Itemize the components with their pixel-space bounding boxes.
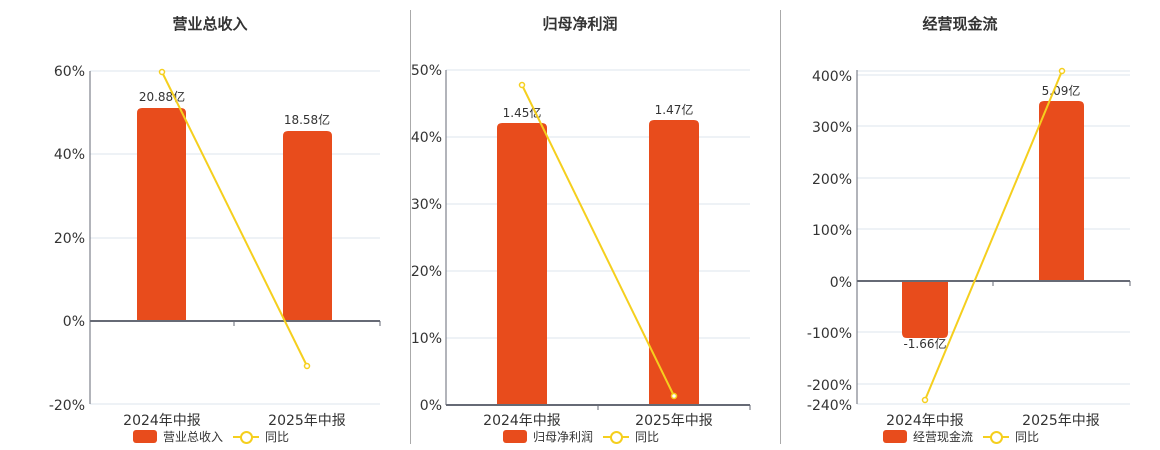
- category-label: 2024年中报: [886, 413, 964, 429]
- legend: 归母净利润 同比: [503, 428, 659, 445]
- chart-revenue: 营业总收入 60% 40% 20% 0% -20% 20.88亿 18.58亿: [0, 0, 400, 450]
- bar-label: 20.88亿: [139, 89, 185, 104]
- yoy-point[interactable]: [921, 396, 929, 404]
- svg-text:20%: 20%: [411, 264, 442, 280]
- legend: 营业总收入 同比: [133, 428, 289, 445]
- bar-2025[interactable]: [649, 120, 699, 405]
- svg-text:-200%: -200%: [807, 378, 852, 394]
- svg-text:40%: 40%: [54, 147, 85, 163]
- gridlines: [446, 69, 750, 339]
- svg-text:100%: 100%: [812, 223, 852, 239]
- svg-text:200%: 200%: [812, 172, 852, 188]
- chart-net-profit: 归母净利润 50% 40% 30% 20% 10% 0% 1.45亿 1.47亿…: [411, 15, 751, 445]
- legend-line-icon[interactable]: [233, 430, 260, 444]
- bar-2024[interactable]: [137, 108, 186, 321]
- chart-plot: 50% 40% 30% 20% 10% 0% 1.45亿 1.47亿 2024年…: [411, 63, 751, 429]
- svg-text:0%: 0%: [420, 398, 442, 414]
- svg-text:400%: 400%: [812, 69, 852, 85]
- category-label: 2025年中报: [635, 413, 713, 429]
- yoy-line: [924, 70, 1063, 401]
- chart-title: 归母净利润: [542, 15, 618, 33]
- svg-text:40%: 40%: [411, 130, 442, 146]
- svg-text:10%: 10%: [411, 331, 442, 347]
- legend-bar-label[interactable]: 经营现金流: [913, 430, 974, 444]
- yoy-point[interactable]: [158, 68, 166, 76]
- y-tick-labels: 60% 40% 20% 0% -20%: [49, 64, 85, 414]
- svg-text:60%: 60%: [54, 64, 85, 80]
- svg-text:-240%: -240%: [807, 398, 852, 414]
- svg-text:300%: 300%: [812, 120, 852, 136]
- bar-2024[interactable]: [902, 281, 948, 338]
- yoy-point[interactable]: [303, 362, 311, 370]
- chart-title: 经营现金流: [922, 15, 998, 33]
- legend-bar-swatch[interactable]: [503, 430, 527, 443]
- category-label: 2025年中报: [268, 413, 346, 429]
- svg-text:50%: 50%: [411, 63, 442, 79]
- svg-text:30%: 30%: [411, 197, 442, 213]
- legend-bar-label[interactable]: 归母净利润: [533, 430, 594, 444]
- gridlines: [857, 70, 1130, 405]
- bar-label: 5.09亿: [1042, 83, 1081, 98]
- divider: [780, 10, 781, 444]
- legend-line-icon[interactable]: [603, 430, 630, 444]
- legend-line-label[interactable]: 同比: [635, 430, 660, 444]
- legend-bar-swatch[interactable]: [133, 430, 157, 443]
- y-tick-labels: 50% 40% 30% 20% 10% 0%: [411, 63, 442, 414]
- svg-text:20%: 20%: [54, 231, 85, 247]
- yoy-point[interactable]: [1058, 67, 1066, 75]
- chart-title: 营业总收入: [172, 15, 248, 33]
- legend-line-label[interactable]: 同比: [1015, 430, 1040, 444]
- yoy-point[interactable]: [670, 392, 678, 400]
- category-label: 2024年中报: [483, 413, 561, 429]
- divider: [410, 10, 411, 444]
- legend-bar-swatch[interactable]: [883, 430, 907, 443]
- svg-text:0%: 0%: [63, 314, 85, 330]
- legend-line-label[interactable]: 同比: [265, 430, 290, 444]
- bar-label: -1.66亿: [903, 336, 946, 351]
- category-label: 2025年中报: [1022, 413, 1100, 429]
- svg-text:-100%: -100%: [807, 326, 852, 342]
- chart-plot: 60% 40% 20% 0% -20% 20.88亿 18.58亿 2024年中…: [49, 64, 381, 429]
- yoy-point[interactable]: [518, 81, 526, 89]
- category-label: 2024年中报: [123, 413, 201, 429]
- yoy-line: [521, 84, 675, 397]
- bar-label: 18.58亿: [284, 112, 330, 127]
- bar-label: 1.47亿: [655, 102, 694, 117]
- y-tick-labels: 400% 300% 200% 100% 0% -100% -200% -240%: [807, 69, 852, 414]
- svg-text:-20%: -20%: [49, 398, 85, 414]
- svg-text:0%: 0%: [830, 275, 852, 291]
- bar-2025[interactable]: [1039, 101, 1084, 281]
- yoy-line: [161, 71, 308, 367]
- bar-2024[interactable]: [497, 123, 547, 405]
- legend: 经营现金流 同比: [883, 428, 1039, 445]
- legend-line-icon[interactable]: [983, 430, 1010, 444]
- bar-2025[interactable]: [283, 131, 332, 321]
- legend-bar-label[interactable]: 营业总收入: [163, 430, 224, 444]
- bar-label: 1.45亿: [503, 105, 542, 120]
